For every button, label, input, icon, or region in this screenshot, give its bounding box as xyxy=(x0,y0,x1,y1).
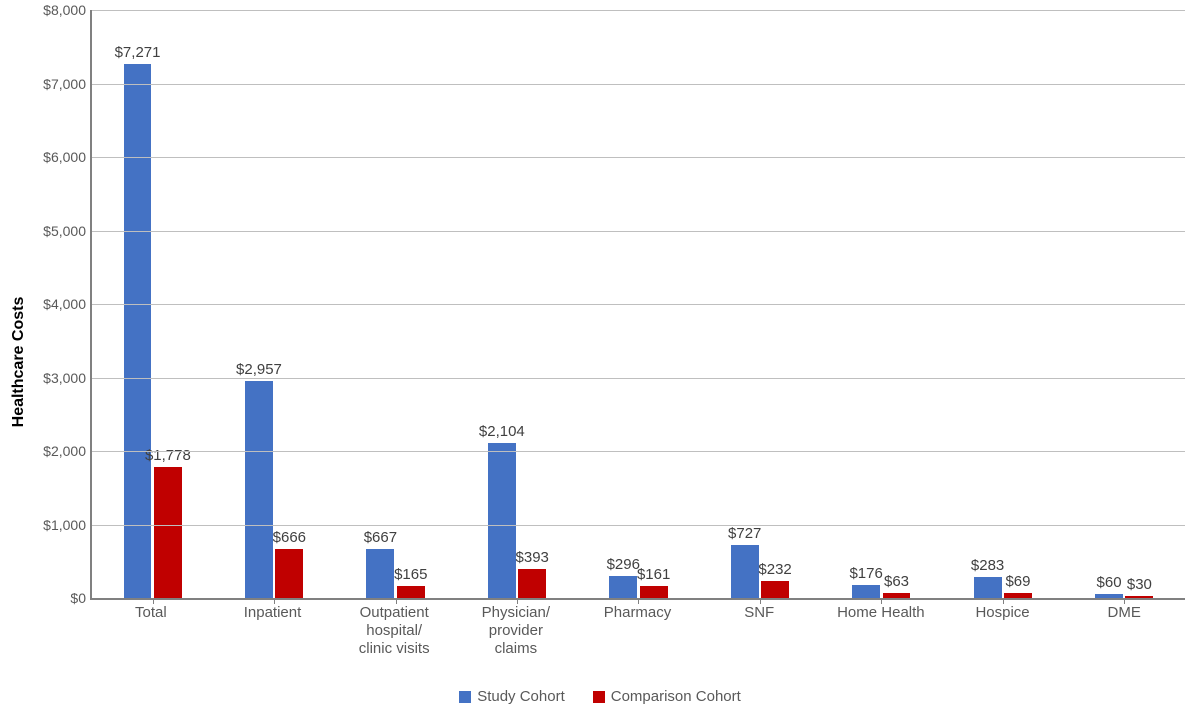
y-tick-label: $5,000 xyxy=(6,223,86,239)
value-label-study: $60 xyxy=(1097,574,1122,591)
bar-comparison xyxy=(154,467,182,598)
bar-comparison xyxy=(275,549,303,598)
x-axis-label: Pharmacy xyxy=(577,604,699,658)
y-tick-label: $8,000 xyxy=(6,2,86,18)
x-axis-label: Home Health xyxy=(820,604,942,658)
y-tick-label: $2,000 xyxy=(6,443,86,459)
value-label-study: $727 xyxy=(728,525,761,542)
bar-study xyxy=(1095,594,1123,598)
bar-comparison xyxy=(761,581,789,598)
bar-comparison xyxy=(518,569,546,598)
value-label-comparison: $666 xyxy=(273,529,306,546)
legend-label-study: Study Cohort xyxy=(477,688,565,705)
grid-line xyxy=(92,378,1185,379)
legend-swatch-study xyxy=(459,691,471,703)
grid-line xyxy=(92,10,1185,11)
x-axis-label: Hospice xyxy=(942,604,1064,658)
bar-study xyxy=(852,585,880,598)
value-label-study: $176 xyxy=(849,565,882,582)
value-label-comparison: $161 xyxy=(637,566,670,583)
x-axis-labels: TotalInpatientOutpatienthospital/clinic … xyxy=(90,604,1185,658)
value-label-comparison: $393 xyxy=(516,549,549,566)
value-label-comparison: $30 xyxy=(1127,576,1152,593)
bar-study xyxy=(488,443,516,598)
y-tick-label: $7,000 xyxy=(6,76,86,92)
plot-area: $7,271 $1,778 $2,957 $666 $667 $165 $2,104 $393… xyxy=(90,10,1185,600)
value-label-study: $296 xyxy=(607,556,640,573)
x-axis-label: Outpatienthospital/clinic visits xyxy=(333,604,455,658)
y-tick-label: $6,000 xyxy=(6,149,86,165)
x-axis-label: DME xyxy=(1063,604,1185,658)
grid-line xyxy=(92,84,1185,85)
healthcare-costs-chart: Healthcare Costs $7,271$1,778$2,957$666$… xyxy=(0,0,1200,723)
bar-comparison xyxy=(397,586,425,598)
bar-study xyxy=(974,577,1002,598)
value-label-comparison: $1,778 xyxy=(145,447,191,464)
bar-study xyxy=(731,545,759,598)
value-label-study: $283 xyxy=(971,557,1004,574)
y-axis-label: Healthcare Costs xyxy=(10,296,28,427)
y-tick-label: $0 xyxy=(6,590,86,606)
bar-study xyxy=(366,549,394,598)
x-axis-label: SNF xyxy=(698,604,820,658)
bar-comparison xyxy=(640,586,668,598)
value-label-comparison: $63 xyxy=(884,573,909,590)
legend-swatch-comparison xyxy=(593,691,605,703)
value-label-comparison: $69 xyxy=(1005,573,1030,590)
x-axis-label: Inpatient xyxy=(212,604,334,658)
bar-study xyxy=(245,381,273,598)
legend-item-study: Study Cohort xyxy=(459,688,565,705)
bar-comparison xyxy=(883,593,911,598)
y-tick-label: $4,000 xyxy=(6,296,86,312)
bar-comparison xyxy=(1125,596,1153,598)
value-label-comparison: $165 xyxy=(394,566,427,583)
value-label-study: $2,957 xyxy=(236,361,282,378)
legend: Study Cohort Comparison Cohort xyxy=(0,688,1200,705)
x-axis-label: Physician/providerclaims xyxy=(455,604,577,658)
value-label-study: $7,271 xyxy=(115,44,161,61)
grid-line xyxy=(92,525,1185,526)
grid-line xyxy=(92,451,1185,452)
y-tick-label: $1,000 xyxy=(6,517,86,533)
x-axis-label: Total xyxy=(90,604,212,658)
bar-comparison xyxy=(1004,593,1032,598)
y-tick-label: $3,000 xyxy=(6,370,86,386)
value-label-comparison: $232 xyxy=(758,561,791,578)
value-label-study: $2,104 xyxy=(479,423,525,440)
grid-line xyxy=(92,304,1185,305)
grid-line xyxy=(92,157,1185,158)
legend-item-comparison: Comparison Cohort xyxy=(593,688,741,705)
grid-line xyxy=(92,231,1185,232)
value-label-study: $667 xyxy=(364,529,397,546)
legend-label-comparison: Comparison Cohort xyxy=(611,688,741,705)
bar-study xyxy=(609,576,637,598)
bar-study xyxy=(124,64,152,598)
